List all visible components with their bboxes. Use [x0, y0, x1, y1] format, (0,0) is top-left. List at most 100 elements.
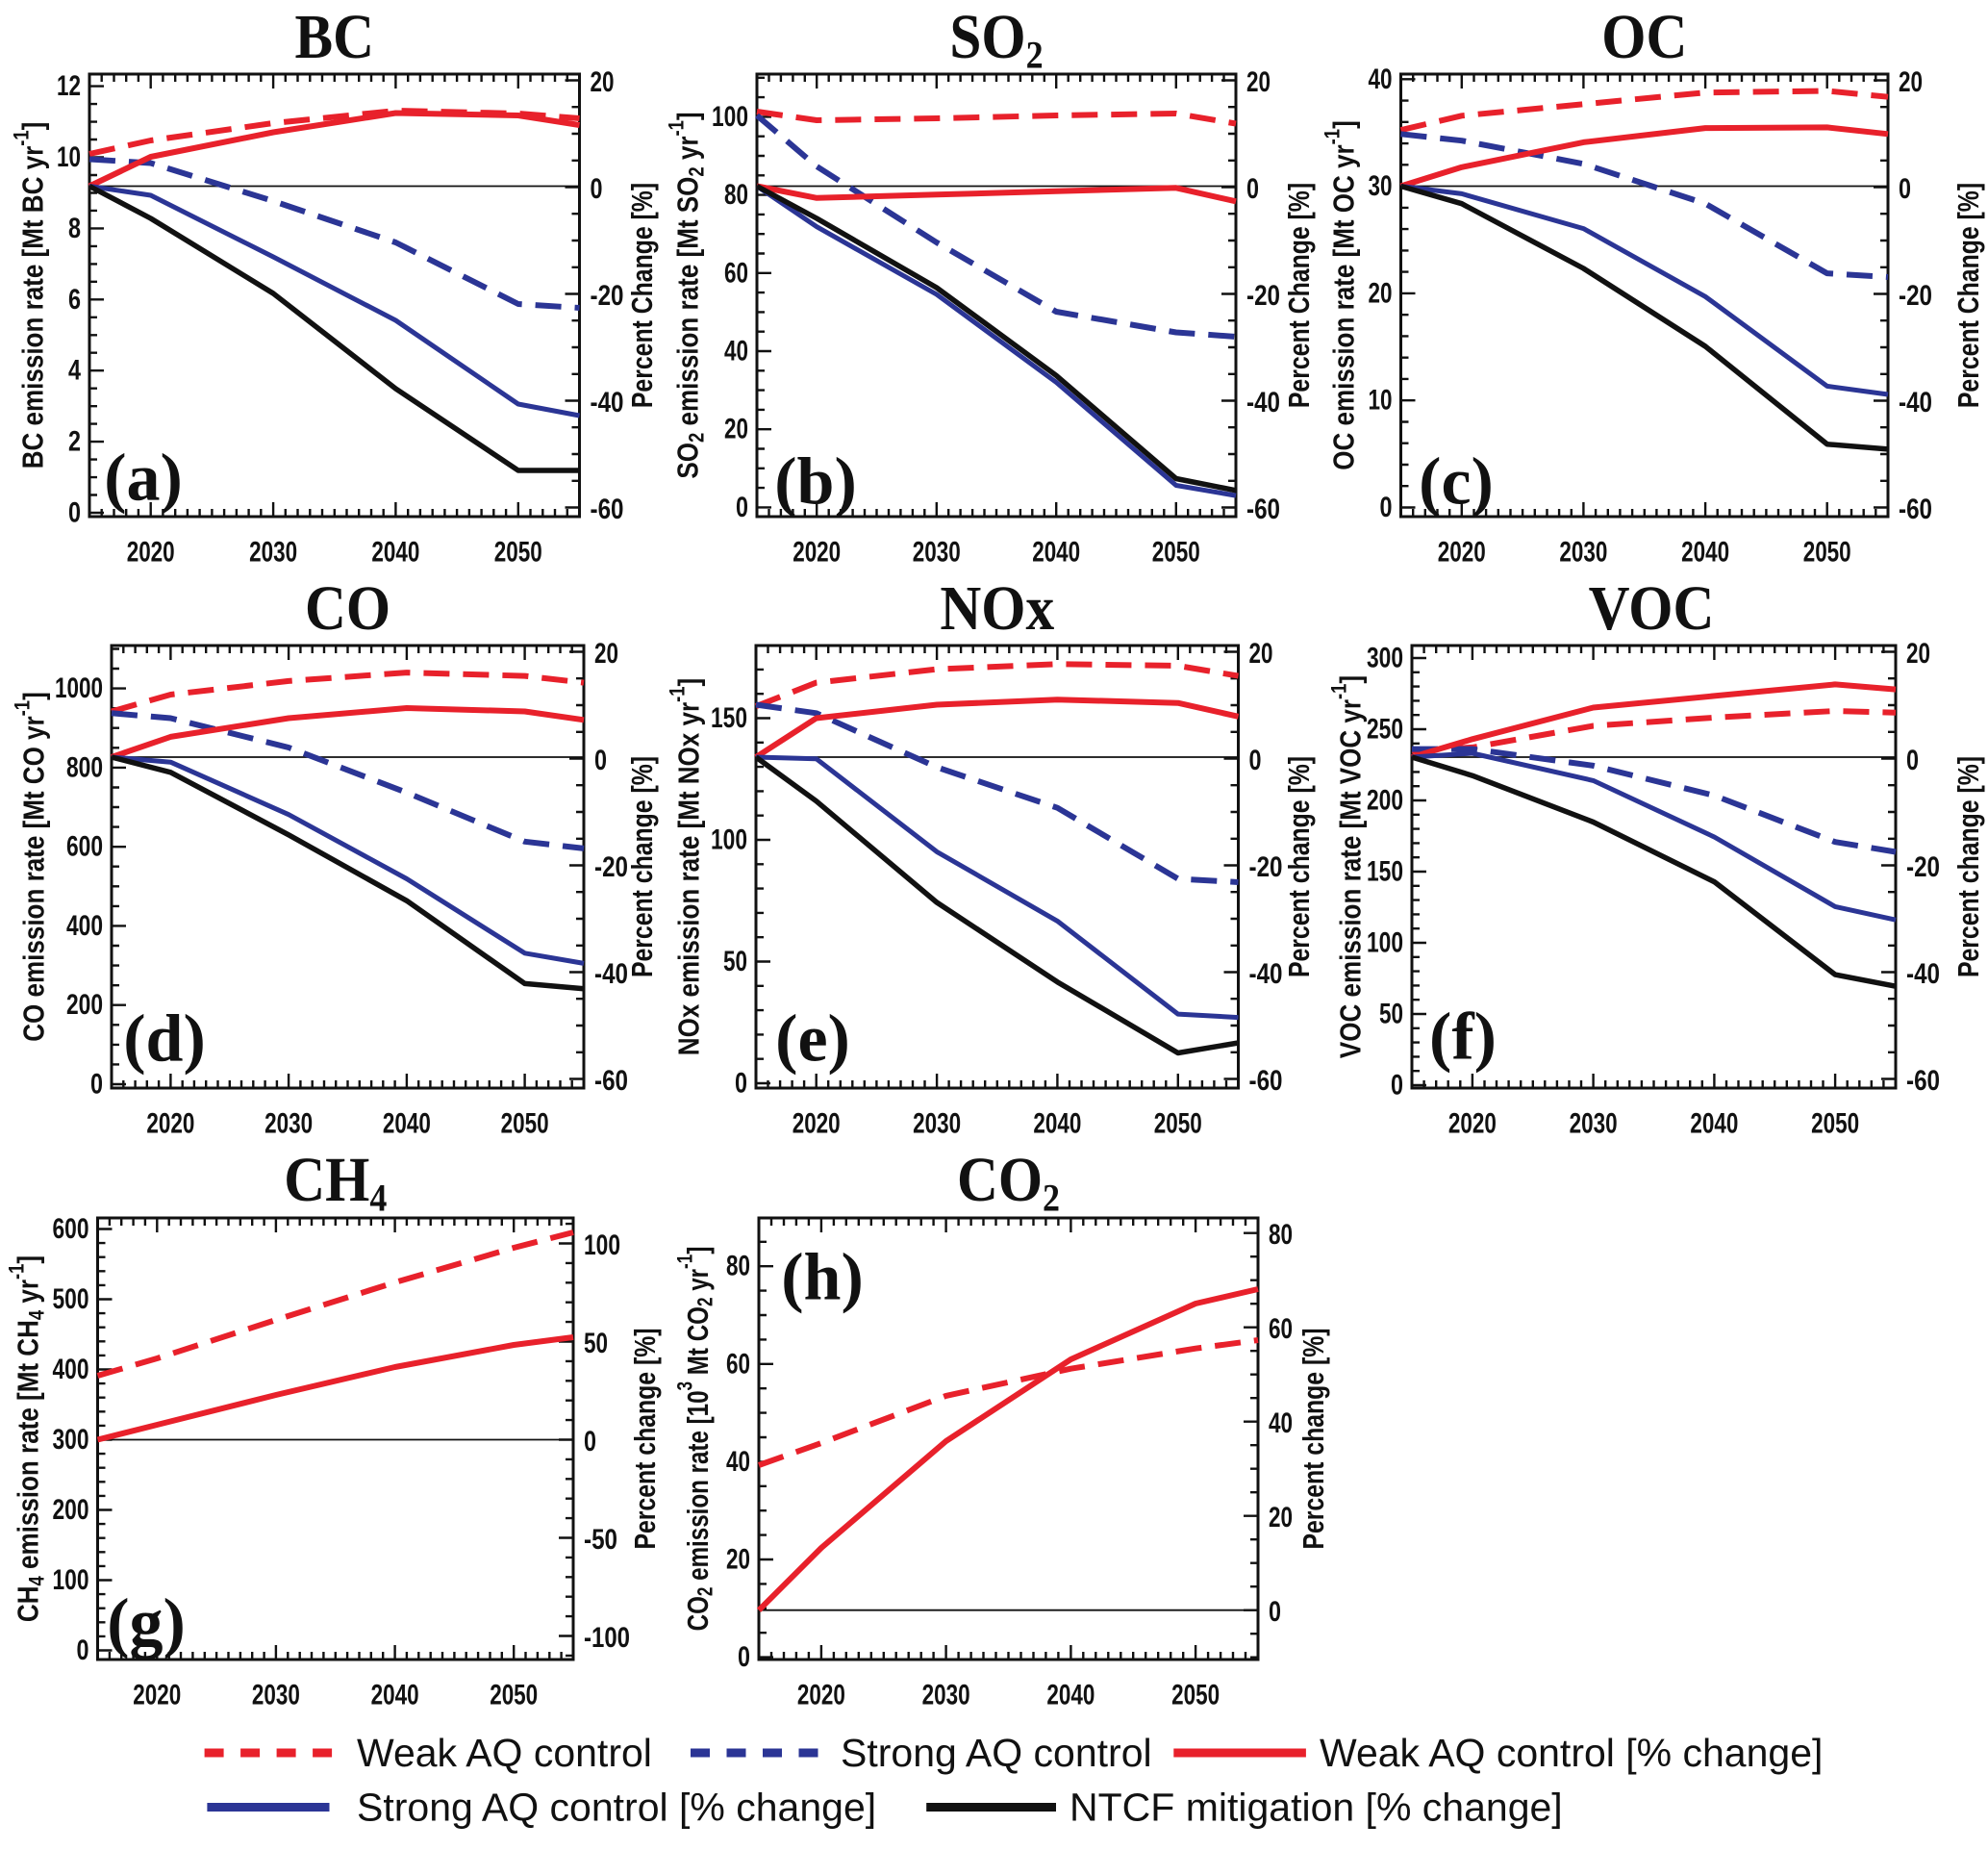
- svg-text:2030: 2030: [913, 537, 961, 569]
- svg-text:2040: 2040: [1690, 1108, 1738, 1140]
- svg-text:10: 10: [1369, 385, 1393, 417]
- svg-text:2050: 2050: [1154, 1108, 1202, 1140]
- svg-text:SO2​ emission rate [Mt SO2​ yr: SO2​ emission rate [Mt SO2​ yr-1​]: [666, 112, 709, 478]
- svg-text:2040: 2040: [1046, 1680, 1095, 1711]
- svg-text:-20: -20: [1249, 851, 1283, 883]
- svg-text:CO2​ emission rate [103​ Mt CO: CO2​ emission rate [103​ Mt CO2​ yr-1​]: [674, 1247, 718, 1632]
- svg-text:200: 200: [1367, 785, 1403, 817]
- svg-text:SO2​: SO2​: [949, 1, 1043, 77]
- svg-text:0: 0: [584, 1426, 596, 1457]
- svg-text:100: 100: [712, 101, 748, 133]
- svg-text:-60: -60: [1249, 1065, 1283, 1097]
- svg-text:0: 0: [735, 1068, 747, 1100]
- svg-text:NTCF mitigation [% change]: NTCF mitigation [% change]: [1069, 1786, 1563, 1830]
- svg-text:20: 20: [724, 414, 748, 445]
- svg-text:40: 40: [1269, 1407, 1293, 1439]
- svg-text:20: 20: [1246, 66, 1271, 98]
- svg-text:0: 0: [1269, 1596, 1281, 1628]
- svg-text:100: 100: [1367, 927, 1403, 959]
- svg-text:2030: 2030: [252, 1680, 300, 1711]
- svg-text:0: 0: [1906, 745, 1919, 776]
- svg-text:Percent change [%]: Percent change [%]: [628, 1328, 661, 1549]
- svg-text:-60: -60: [1246, 494, 1280, 525]
- svg-text:2040: 2040: [1033, 1108, 1081, 1140]
- svg-text:Percent Change [%]: Percent Change [%]: [1282, 183, 1315, 408]
- svg-text:400: 400: [66, 910, 103, 942]
- svg-text:100: 100: [584, 1229, 620, 1261]
- svg-text:0: 0: [591, 173, 603, 205]
- svg-text:60: 60: [726, 1348, 750, 1380]
- svg-text:20: 20: [591, 66, 615, 98]
- svg-text:0: 0: [1249, 745, 1262, 776]
- svg-text:-20: -20: [1246, 280, 1280, 312]
- svg-text:2020: 2020: [146, 1108, 194, 1140]
- svg-text:-60: -60: [1899, 494, 1932, 525]
- svg-text:(c): (c): [1419, 445, 1494, 520]
- svg-text:0: 0: [736, 492, 748, 523]
- svg-text:2: 2: [68, 426, 81, 458]
- svg-text:50: 50: [1379, 999, 1403, 1030]
- svg-text:2050: 2050: [501, 1108, 549, 1140]
- svg-text:50: 50: [723, 946, 747, 977]
- svg-text:8: 8: [68, 213, 81, 244]
- svg-text:2030: 2030: [1559, 537, 1607, 569]
- svg-text:0: 0: [738, 1641, 750, 1673]
- svg-text:2050: 2050: [1811, 1108, 1859, 1140]
- svg-text:Weak AQ control [% change]: Weak AQ control [% change]: [1320, 1731, 1823, 1775]
- svg-text:600: 600: [66, 831, 103, 863]
- svg-text:2050: 2050: [494, 537, 542, 569]
- svg-text:(a): (a): [104, 442, 183, 516]
- svg-text:2030: 2030: [913, 1108, 961, 1140]
- svg-text:300: 300: [53, 1424, 89, 1456]
- svg-text:-60: -60: [594, 1065, 628, 1097]
- svg-text:40: 40: [726, 1446, 750, 1478]
- svg-text:(g): (g): [107, 1586, 186, 1660]
- svg-text:2020: 2020: [793, 537, 841, 569]
- svg-text:-60: -60: [591, 494, 624, 525]
- svg-text:NOx: NOx: [940, 572, 1054, 644]
- svg-text:-40: -40: [1249, 958, 1283, 990]
- svg-text:40: 40: [724, 336, 748, 367]
- svg-text:2050: 2050: [490, 1680, 538, 1711]
- svg-text:20: 20: [594, 638, 618, 670]
- svg-text:2020: 2020: [127, 537, 175, 569]
- svg-text:(f): (f): [1429, 1001, 1497, 1075]
- svg-text:0: 0: [1899, 173, 1911, 205]
- svg-text:(h): (h): [781, 1241, 864, 1315]
- svg-text:60: 60: [1269, 1313, 1293, 1345]
- svg-text:OC emission rate [Mt OC yr-1​]: OC emission rate [Mt OC yr-1​]: [1321, 120, 1361, 469]
- svg-text:12: 12: [57, 70, 81, 102]
- svg-text:0: 0: [68, 497, 81, 529]
- svg-text:0: 0: [594, 745, 607, 776]
- svg-text:80: 80: [724, 179, 748, 211]
- svg-text:2030: 2030: [264, 1108, 313, 1140]
- svg-text:20: 20: [1906, 638, 1930, 670]
- svg-text:2020: 2020: [797, 1680, 845, 1711]
- svg-text:-40: -40: [594, 958, 628, 990]
- svg-text:200: 200: [66, 989, 103, 1021]
- svg-text:150: 150: [1367, 856, 1403, 888]
- svg-text:10: 10: [57, 141, 81, 173]
- svg-text:2020: 2020: [1448, 1108, 1497, 1140]
- svg-text:-40: -40: [1246, 387, 1280, 418]
- svg-text:VOC emission rate [Mt VOC yr-1: VOC emission rate [Mt VOC yr-1​]: [1328, 675, 1368, 1058]
- svg-text:1000: 1000: [55, 672, 103, 704]
- svg-text:2040: 2040: [371, 537, 419, 569]
- svg-text:250: 250: [1367, 714, 1403, 746]
- svg-text:6: 6: [68, 284, 81, 316]
- svg-text:2040: 2040: [1681, 537, 1729, 569]
- svg-text:300: 300: [1367, 643, 1403, 674]
- svg-text:-40: -40: [1899, 387, 1932, 418]
- svg-text:(d): (d): [123, 1002, 206, 1077]
- svg-text:-50: -50: [584, 1524, 617, 1556]
- svg-text:-60: -60: [1906, 1065, 1940, 1097]
- svg-text:Strong AQ control: Strong AQ control: [841, 1731, 1152, 1775]
- svg-text:150: 150: [711, 702, 747, 734]
- svg-text:2040: 2040: [383, 1108, 431, 1140]
- svg-text:CH4​ emission rate [Mt CH4​ yr: CH4​ emission rate [Mt CH4​ yr-1​]: [6, 1255, 49, 1622]
- svg-text:20: 20: [1369, 277, 1393, 309]
- svg-text:CO emission rate [Mt CO yr-1​]: CO emission rate [Mt CO yr-1​]: [12, 692, 51, 1041]
- svg-text:20: 20: [726, 1544, 750, 1576]
- svg-text:20: 20: [1899, 66, 1923, 98]
- svg-text:2040: 2040: [371, 1680, 419, 1711]
